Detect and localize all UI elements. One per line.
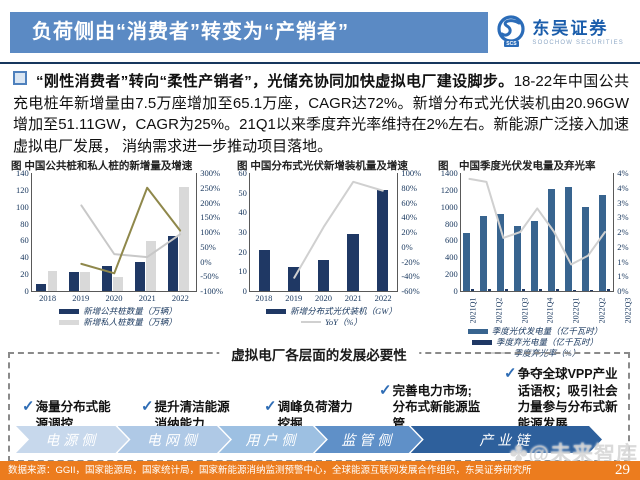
check-icon: ✓ [264, 398, 277, 415]
bar-2021Q2 [480, 216, 488, 291]
bar-2018 [258, 249, 271, 291]
logo-badge: SCS [504, 41, 519, 47]
right-axis-ticks: 300% 250% 200% 150% 100% 50% 0% -50% -100% [200, 168, 223, 296]
logo-cn-text: 东吴证券 [532, 19, 609, 38]
summary-bold-text: “刚性消费者”转向“柔性产销者”，光储充协同加快虚拟电厂建设脚步。 [36, 73, 514, 90]
bar-2021 [135, 261, 145, 291]
legend-swatch [59, 308, 80, 314]
left-axis-ticks: 1400 1200 1000 800 600 400 200 0 [440, 168, 458, 296]
bar-2022Q2 [548, 188, 555, 291]
necessity-items: ✓ 海量分布式能源调控 ✓ 提升清洁能源消纳能力 ✓ 调峰负荷潜力挖掘 ✓ 完善电力市场;分布… [22, 366, 620, 432]
bar-2022 [167, 236, 178, 291]
bar-2018 [47, 270, 58, 291]
bar-2019 [80, 272, 91, 291]
bar-2022Q1 [531, 221, 538, 291]
summary-regular-text: 18-22年中国公共充电桩年新增量由7.5万座增加至65.1万座，CAGR达72… [13, 73, 629, 155]
legend-label: 季度弃光电量（亿千瓦时） [495, 337, 598, 347]
bar-2020 [317, 260, 330, 291]
left-axis-ticks: 140 120 100 80 60 40 20 0 [16, 168, 29, 296]
chevron-row: 电源侧 电网侧 用户侧 监管侧 产业链 [16, 426, 602, 453]
logo-en-text: SOOCHOW SECURITIES [532, 40, 624, 46]
chevron-4: 监管侧 [315, 426, 422, 453]
necessity-title: 虚拟电厂各层面的发展必要性 [219, 344, 419, 364]
bar-2022Q2 [555, 288, 559, 291]
page-title: 负荷侧由“消费者”转变为“产销者” [10, 12, 488, 53]
chart-legend: 新增公共桩数量（万辆） 新增私人桩数量（万辆） [5, 306, 231, 327]
necessity-item-label: 完善电力市场;分布式新能源监管 [392, 383, 481, 431]
chart-title: 图 中国季度光伏发电量及弃光率 [438, 160, 596, 172]
bar-2022Q4 [589, 289, 593, 291]
x-axis-labels: 2018 2019 2020 2021 2022 [39, 293, 189, 303]
necessity-item-4: ✓ 完善电力市场;分布式新能源监管 [379, 381, 481, 433]
plot-area [459, 173, 615, 292]
chart-1: 图 中国公共桩和私人桩的新增量及增速 140 120 100 80 60 40 20 0 300%… [5, 158, 231, 358]
bar-2018 [36, 284, 47, 291]
soochow-logo-icon: SCS [495, 15, 527, 51]
check-icon: ✓ [141, 398, 154, 415]
bar-2019 [69, 272, 80, 291]
legend-swatch [266, 308, 287, 314]
legend-swatch [467, 328, 488, 334]
chart-2: 图 中国分布式光伏新增装机量及增速 60 50 40 30 20 10 0 100% 80% 60%… [231, 158, 432, 358]
chevron-1: 电源侧 [16, 426, 129, 453]
chevron-2: 电网侧 [118, 426, 231, 453]
legend-label: YoY（%） [324, 317, 362, 327]
bar-2021 [146, 241, 157, 291]
legend-swatch [471, 339, 492, 345]
necessity-item-5: ✓ 争夺全球VPP产业话语权；吸引社会力量参与分布式新能源发展 [504, 366, 620, 432]
square-bullet-icon [13, 71, 27, 85]
chart-3: 图 中国季度光伏发电量及弃光率 1400 1200 1000 800 600 400 200 0… [432, 158, 638, 358]
page-number: 29 [615, 462, 630, 478]
bar-2022Q1 [539, 289, 543, 291]
right-axis-ticks: 4% 4% 3% 3% 2% 2% 1% 1% 0% [617, 168, 629, 296]
legend-swatch [59, 319, 80, 325]
bar-2023Q1 [599, 195, 606, 291]
bar-2023Q1 [606, 289, 610, 291]
x-axis-labels: 2021Q1 2021Q2 2021Q3 2021Q4 2022Q1 2022Q2 2022… [468, 297, 633, 324]
footer-bar: 数据来源：GGII，国家能源局，国家统计局，国家新能源消纳监测预警中心，全球能源… [0, 461, 640, 480]
check-icon: ✓ [504, 365, 517, 382]
left-axis-ticks: 60 50 40 30 20 10 0 [238, 168, 247, 296]
bar-2022Q3 [572, 290, 576, 291]
legend-swatch [300, 321, 321, 323]
bar-2021Q4 [514, 226, 522, 291]
chevron-5: 产业链 [411, 426, 602, 453]
bar-2020 [102, 266, 113, 291]
bar-2021Q2 [488, 289, 492, 291]
bar-2021Q1 [471, 288, 475, 291]
summary-paragraph: “刚性消费者”转向“柔性产销者”，光储充协同加快虚拟电厂建设脚步。18-22年中… [13, 71, 629, 157]
bar-2022 [376, 190, 389, 291]
chart-title: 图 中国公共桩和私人桩的新增量及增速 [11, 160, 193, 172]
charts-row: 图 中国公共桩和私人桩的新增量及增速 140 120 100 80 60 40 20 0 300%… [5, 158, 638, 358]
data-source-text: 数据来源：GGII，国家能源局，国家统计局，国家新能源消纳监测预警中心，全球能源… [8, 465, 532, 476]
plot-area [248, 173, 399, 292]
bar-2021Q1 [463, 232, 471, 291]
bar-2019 [288, 267, 300, 291]
bar-2022Q4 [582, 207, 589, 291]
bar-2022 [179, 187, 190, 291]
legend-label: 新增私人桩数量（万辆） [83, 317, 177, 327]
x-axis-labels: 2018 2019 2020 2021 2022 [255, 293, 392, 303]
soochow-securities-logo: SCS 东吴证券 SOOCHOW SECURITIES [495, 15, 624, 51]
legend-label: 季度光伏发电量（亿千瓦时） [491, 326, 603, 336]
bar-2021Q3 [505, 289, 509, 291]
bar-2021 [347, 233, 359, 291]
chart-title: 图 中国分布式光伏新增装机量及增速 [237, 160, 408, 172]
header-divider [0, 62, 640, 64]
bar-2021Q3 [497, 214, 505, 291]
necessity-item-label: 争夺全球VPP产业话语权；吸引社会力量参与分布式新能源发展 [517, 367, 618, 431]
legend-label: 新增公共桩数量（万辆） [83, 306, 177, 316]
necessity-box: 虚拟电厂各层面的发展必要性 ✓ 海量分布式能源调控 ✓ 提升清洁能源消纳能力 ✓ 调峰负荷… [8, 344, 630, 462]
legend-label: 新增分布式光伏装机（GW） [290, 306, 397, 316]
bar-2020 [113, 276, 124, 291]
bar-2022Q3 [565, 186, 572, 291]
plot-area [30, 173, 198, 292]
chevron-3: 用户侧 [219, 426, 326, 453]
right-axis-ticks: 100% 80% 60% 40% 20% 0% -20% -40% -60% [401, 168, 422, 296]
bar-2021Q4 [522, 289, 526, 291]
chart-legend: 新增分布式光伏装机（GW） YoY（%） [231, 306, 432, 327]
check-icon: ✓ [379, 381, 392, 399]
check-icon: ✓ [22, 398, 35, 415]
